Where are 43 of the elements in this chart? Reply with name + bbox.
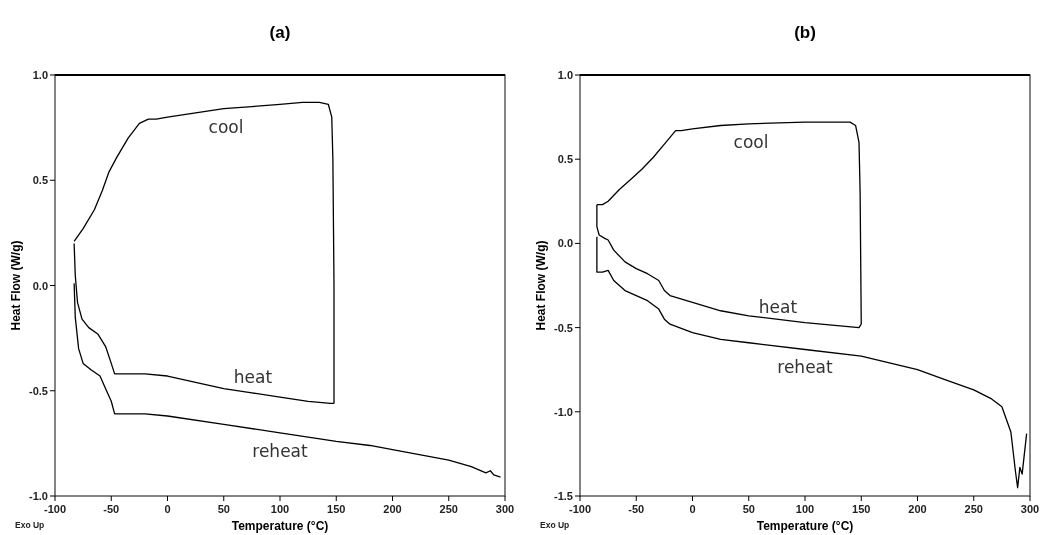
x-tick-label: -100: [568, 503, 592, 515]
y-tick-label: 0.5: [557, 153, 573, 166]
x-tick-label: 0: [689, 503, 696, 515]
y-tick-label: 0.0: [32, 279, 48, 292]
x-tick-label: -50: [628, 503, 645, 515]
x-tick-label: 50: [742, 503, 755, 515]
x-tick-label: 100: [270, 503, 290, 515]
x-axis-title: Temperature (°C): [231, 519, 329, 533]
x-tick-label: 200: [908, 503, 927, 515]
y-tick-label: -0.5: [29, 384, 48, 397]
x-tick-label: 300: [1020, 503, 1040, 515]
x-tick-label: 0: [164, 503, 171, 515]
x-tick-label: 50: [217, 503, 230, 515]
y-tick-label: -1.5: [554, 490, 573, 502]
x-tick-label: 100: [795, 503, 815, 515]
x-tick-label: 150: [327, 503, 346, 515]
series-label: cool: [733, 131, 769, 152]
x-tick-label: -50: [103, 503, 120, 515]
y-tick-label: 1.0: [557, 69, 573, 81]
y-axis-title: Heat Flow (W/g): [9, 240, 23, 331]
series-label: cool: [208, 116, 244, 137]
y-tick-label: -1.0: [29, 490, 48, 502]
y-tick-label: -0.5: [554, 321, 573, 334]
x-tick-label: 200: [383, 503, 402, 515]
y-tick-label: 1.0: [32, 69, 48, 81]
text: Exo Up: [540, 520, 570, 530]
series-label: heat: [233, 366, 273, 387]
y-tick-label: 0.0: [557, 237, 573, 250]
series-label: reheat: [777, 357, 834, 378]
x-tick-label: 250: [964, 503, 983, 515]
x-tick-label: -100: [43, 503, 67, 515]
y-axis-title: Heat Flow (W/g): [534, 240, 548, 331]
y-tick-label: -1.0: [554, 405, 573, 418]
x-tick-label: 300: [495, 503, 515, 515]
x-tick-label: 250: [439, 503, 458, 515]
chart-title: (a): [269, 23, 291, 42]
text: Exo Up: [15, 520, 45, 530]
series-label: reheat: [252, 440, 309, 461]
y-tick-label: 0.5: [32, 174, 48, 187]
series-label: heat: [758, 296, 798, 317]
x-tick-label: 150: [852, 503, 871, 515]
chart-title: (b): [794, 23, 816, 42]
x-axis-title: Temperature (°C): [756, 519, 854, 533]
